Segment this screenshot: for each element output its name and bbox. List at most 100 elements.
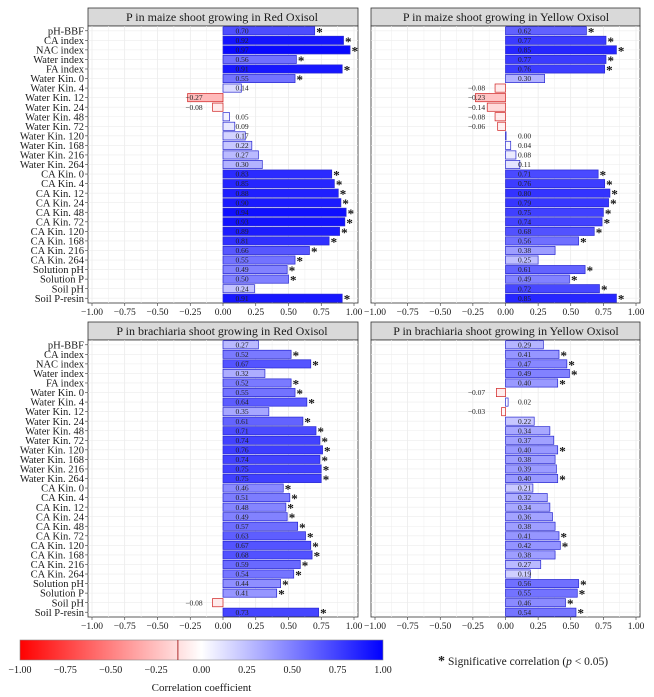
category-label: CA Kin. 72	[36, 531, 84, 542]
value-label: 0.52	[235, 379, 248, 388]
value-label: 0.55	[518, 589, 531, 598]
significance-marker: *	[579, 587, 586, 602]
category-label: Soil pH	[52, 598, 85, 609]
colorbar-tick-label: 0.00	[193, 665, 211, 676]
value-label: 0.22	[235, 141, 248, 150]
bar	[501, 407, 506, 417]
significance-marker: *	[577, 606, 584, 621]
significance-marker: *	[605, 206, 612, 221]
value-label: 0.74	[518, 217, 531, 226]
value-label: 0.67	[235, 359, 248, 368]
category-label: CA Kin. 0	[41, 170, 84, 181]
bar	[505, 540, 561, 550]
bar	[505, 246, 556, 255]
category-label: Water Kin. 72	[25, 122, 84, 133]
value-label: −0.08	[185, 103, 203, 112]
colorbar-tick-label: −0.50	[99, 665, 122, 676]
value-label: 0.92	[235, 36, 248, 45]
bar	[505, 150, 517, 160]
bar	[222, 550, 313, 560]
value-label: 0.41	[235, 589, 248, 598]
value-label: 0.37	[518, 436, 531, 445]
significance-marker: *	[561, 529, 568, 544]
significance-marker: *	[340, 187, 347, 202]
bar	[505, 265, 586, 275]
significance-marker: *	[287, 501, 294, 516]
value-label: 0.68	[518, 227, 531, 236]
category-label: Water Kin. 168	[20, 455, 84, 466]
bar	[505, 493, 548, 503]
bar	[222, 246, 310, 255]
x-tick-label: 0.00	[497, 308, 514, 318]
value-label: 0.42	[518, 541, 531, 550]
value-label: 0.34	[518, 426, 531, 435]
significance-marker: *	[293, 348, 300, 363]
value-label: −0.14	[468, 103, 486, 112]
value-label: 0.40	[518, 379, 531, 388]
value-label: 0.35	[235, 407, 248, 416]
value-label: 0.75	[235, 465, 248, 474]
value-label: 0.76	[235, 445, 248, 454]
value-label: −0.27	[185, 93, 203, 102]
significance-marker: *	[618, 43, 625, 58]
significance-marker: *	[610, 196, 617, 211]
significance-marker: *	[282, 577, 289, 592]
bar	[222, 540, 312, 550]
bar	[505, 45, 617, 55]
bar	[505, 598, 566, 608]
significance-marker: *	[607, 34, 614, 49]
significance-marker: *	[312, 357, 319, 372]
value-label: −0.08	[468, 84, 486, 93]
bar	[494, 83, 506, 93]
category-label: CA Kin. 24	[36, 512, 85, 523]
bar	[222, 416, 304, 426]
value-label: 0.88	[235, 189, 248, 198]
bar	[222, 445, 323, 455]
bar	[505, 531, 560, 541]
category-label: CA Kin. 12	[36, 189, 84, 200]
value-label: 0.55	[235, 388, 248, 397]
category-label: CA Kin. 0	[41, 484, 84, 495]
bar	[222, 368, 266, 378]
value-label: 0.49	[235, 512, 248, 521]
value-label: 0.57	[235, 522, 248, 531]
significance-marker: *	[344, 292, 351, 307]
category-label: CA Kin. 24	[36, 198, 85, 209]
significance-marker: *	[289, 263, 296, 278]
colorbar-tick-label: 1.00	[374, 665, 392, 676]
significance-marker: *	[299, 520, 306, 535]
x-tick-label: −1.00	[81, 308, 103, 318]
bar	[222, 45, 351, 55]
x-tick-label: 0.50	[562, 622, 579, 632]
significance-marker: *	[596, 225, 603, 240]
value-label: 0.93	[235, 217, 248, 226]
category-label: CA Kin. 48	[36, 522, 84, 533]
x-tick-label: 0.00	[215, 622, 232, 632]
significance-marker: *	[571, 273, 578, 288]
bar	[505, 160, 521, 169]
value-label: 0.49	[518, 275, 531, 284]
value-label: 0.52	[235, 350, 248, 359]
bar	[505, 579, 579, 589]
category-label: FA index	[46, 379, 85, 390]
bar	[505, 483, 534, 493]
value-label: 0.62	[518, 26, 531, 35]
value-label: 0.29	[518, 340, 531, 349]
value-label: 0.51	[235, 493, 248, 502]
significance-marker: *	[352, 43, 359, 58]
x-tick-label: 0.75	[313, 622, 330, 632]
x-tick-label: 0.50	[562, 308, 579, 318]
bar	[222, 64, 343, 74]
value-label: 0.71	[235, 426, 248, 435]
value-label: 0.38	[518, 246, 531, 255]
category-label: Solution P	[40, 589, 84, 600]
significance-marker: *	[580, 577, 587, 592]
significance-marker: *	[324, 443, 331, 458]
bar	[505, 293, 617, 303]
value-label: 0.76	[518, 65, 531, 74]
bar	[222, 121, 236, 131]
bar	[494, 112, 506, 122]
value-label: 0.71	[518, 170, 531, 179]
significance-marker: *	[336, 177, 343, 192]
